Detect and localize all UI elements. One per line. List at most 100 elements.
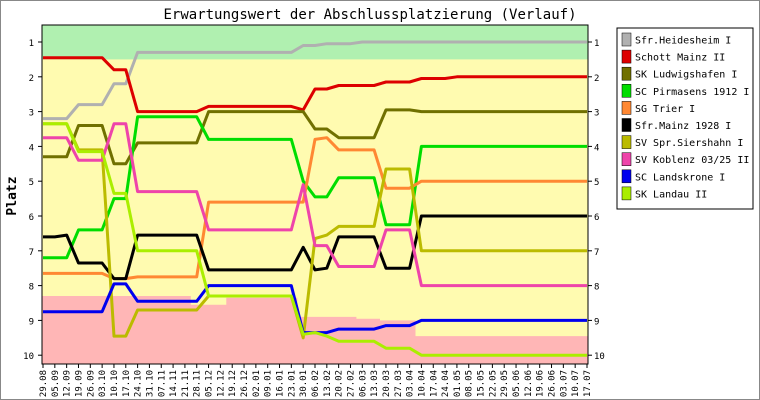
legend-label-6: Sfr.Mainz 1928 I — [635, 121, 731, 132]
series-line-5 — [43, 136, 587, 281]
legend-swatch-6 — [621, 118, 632, 132]
series-line-10 — [43, 122, 587, 357]
x-tick-label: 13.02 — [323, 370, 333, 397]
x-tick-label: 09.01 — [264, 370, 274, 397]
legend-swatch-3 — [621, 66, 632, 81]
y-tick-label-left: 6 — [29, 213, 34, 223]
x-tick-label: 27.03 — [394, 370, 404, 397]
y-tick-label-left: 3 — [29, 109, 34, 119]
y-tick-label-left: 2 — [29, 74, 34, 84]
x-tick-label: 07.11 — [157, 370, 167, 397]
legend-label-1: Sfr.Heidesheim I — [635, 36, 731, 47]
x-tick-label: 10.04 — [417, 370, 427, 397]
x-tick-label: 01.05 — [453, 370, 463, 397]
y-axis-label: Platz — [5, 176, 20, 215]
legend: Sfr.Heidesheim I Schott Mainz II SK Ludwig… — [616, 27, 754, 210]
x-tick-label: 17.07 — [583, 370, 593, 397]
x-tick-label: 12.12 — [216, 370, 226, 397]
legend-swatch-4 — [621, 84, 632, 98]
x-tick-label: 23.01 — [287, 370, 297, 397]
x-tick-label: 03.04 — [406, 370, 416, 397]
x-tick-label: 24.04 — [441, 370, 451, 397]
legend-swatch-5 — [621, 101, 632, 115]
x-tick-label: 26.09 — [86, 370, 96, 397]
x-tick-label: 20.03 — [382, 370, 392, 397]
x-tick-label: 28.11 — [193, 370, 203, 397]
legend-label-3: SK Ludwigshafen I — [635, 70, 737, 81]
y-tick-label-left: 10 — [23, 352, 34, 362]
legend-swatch-9 — [621, 169, 632, 184]
x-tick-label: 29.05 — [500, 370, 510, 397]
y-tick-label-right: 4 — [594, 143, 599, 153]
x-tick-label: 12.09 — [63, 370, 73, 397]
x-tick-label: 26.12 — [240, 370, 250, 397]
series-layer — [43, 40, 587, 357]
x-tick-label: 30.01 — [299, 370, 309, 397]
legend-swatch-10 — [621, 186, 632, 201]
y-tick-label-left: 8 — [29, 283, 34, 293]
x-tick-label: 06.02 — [311, 370, 321, 397]
y-tick-label-right: 6 — [594, 213, 599, 223]
y-tick-label-left: 9 — [29, 317, 34, 327]
x-tick-label: 16.01 — [276, 370, 286, 397]
x-tick-label: 03.10 — [98, 370, 108, 397]
y-tick-label-left: 4 — [29, 143, 34, 153]
legend-label-10: SK Landau II — [635, 189, 707, 200]
x-tick-label: 19.06 — [536, 370, 546, 397]
x-tick-label: 24.10 — [134, 370, 144, 397]
y-tick-label-right: 2 — [594, 74, 599, 84]
x-tick-label: 13.03 — [370, 370, 380, 397]
x-tick-label: 02.01 — [252, 370, 262, 397]
legend-swatch-1 — [621, 32, 632, 47]
legend-box — [616, 27, 754, 210]
series-line-8 — [43, 122, 587, 288]
series-line-2 — [43, 56, 587, 114]
y-tick-label-left: 7 — [29, 248, 34, 258]
x-tick-label: 17.04 — [429, 370, 439, 397]
x-tick-label: 06.03 — [358, 370, 368, 397]
x-tick-label: 26.06 — [548, 370, 558, 397]
x-tick-label: 31.10 — [145, 370, 155, 397]
legend-label-4: SC Pirmasens 1912 I — [635, 87, 749, 98]
x-tick-label: 03.07 — [559, 370, 569, 397]
x-tick-label: 05.12 — [205, 370, 215, 397]
legend-swatch-2 — [621, 49, 632, 64]
x-tick-label: 19.09 — [75, 370, 85, 397]
x-tick-label: 10.10 — [110, 370, 120, 397]
legend-label-7: SV Spr.Siershahn I — [635, 138, 743, 149]
x-tick-label: 29.08 — [39, 370, 49, 397]
legend-swatch-7 — [621, 135, 632, 149]
y-tick-label-right: 8 — [594, 283, 599, 293]
x-tick-label: 19.12 — [228, 370, 238, 397]
x-tick-label: 21.11 — [181, 370, 191, 397]
series-line-1 — [43, 40, 587, 121]
series-line-4 — [43, 115, 587, 260]
x-tick-label: 05.09 — [51, 370, 61, 397]
x-tick-label: 05.06 — [512, 370, 522, 397]
x-tick-label: 12.06 — [524, 370, 534, 397]
legend-label-5: SG Trier I — [635, 104, 695, 115]
x-tick-label: 10.07 — [571, 370, 581, 397]
y-tick-label-left: 5 — [29, 178, 34, 188]
bands-layer — [42, 25, 588, 364]
legend-label-8: SV Koblenz 03/25 II — [635, 155, 749, 166]
x-tick-label: 22.05 — [488, 370, 498, 397]
y-tick-label-right: 7 — [594, 248, 599, 258]
y-tick-label-left: 1 — [29, 39, 34, 49]
x-tick-label: 15.05 — [477, 370, 487, 397]
y-tick-label-right: 9 — [594, 317, 599, 327]
x-tick-label: 08.05 — [465, 370, 475, 397]
x-tick-label: 20.02 — [335, 370, 345, 397]
y-tick-label-right: 5 — [594, 178, 599, 188]
legend-label-2: Schott Mainz II — [635, 53, 725, 64]
x-tick-label: 14.11 — [169, 370, 179, 397]
y-tick-label-right: 3 — [594, 109, 599, 119]
x-tick-label: 17.10 — [122, 370, 132, 397]
legend-label-9: SC Landskrone I — [635, 172, 725, 183]
x-tick-label: 27.02 — [347, 370, 357, 397]
legend-swatch-8 — [621, 152, 632, 166]
y-tick-label-right: 1 — [594, 39, 599, 49]
chart-title: Erwartungswert der Abschlussplatzierung … — [163, 7, 576, 23]
